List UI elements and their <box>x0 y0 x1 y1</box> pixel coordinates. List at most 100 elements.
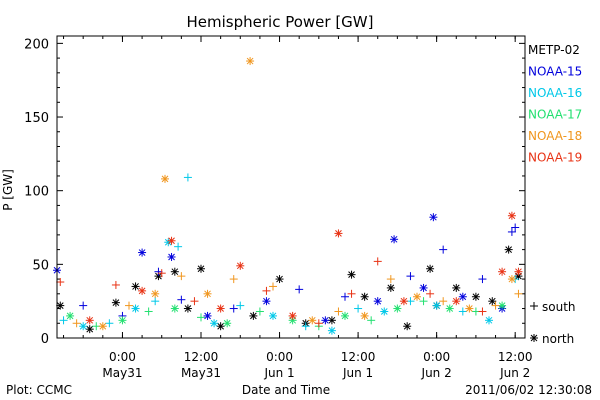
north-point <box>386 283 395 292</box>
north-point <box>452 297 461 306</box>
north-point <box>360 311 369 320</box>
south-point <box>478 307 487 316</box>
x-tick-label-date: May31 <box>102 366 142 380</box>
south-point <box>190 297 199 306</box>
south-marker-icon <box>530 302 538 310</box>
south-point <box>439 245 448 254</box>
legend: METP-02 NOAA-15 NOAA-16 NOAA-17 NOAA-18 NOAA-… <box>528 43 582 165</box>
north-point <box>79 322 88 331</box>
legend-entry: NOAA-18 <box>528 129 582 143</box>
south-point <box>229 275 238 284</box>
north-point <box>445 304 454 313</box>
south-point <box>514 289 523 298</box>
south-point <box>183 173 192 182</box>
y-tick-label: 100 <box>24 185 49 200</box>
x-tick-label-time: 0:00 <box>423 350 450 364</box>
x-tick-label-time: 12:00 <box>498 350 533 364</box>
north-point <box>66 311 75 320</box>
north-point <box>380 307 389 316</box>
north-point <box>327 326 336 335</box>
north-point <box>458 292 467 301</box>
north-point <box>118 316 127 325</box>
south-point <box>262 286 271 295</box>
south-point <box>105 319 114 328</box>
north-point <box>138 286 147 295</box>
south-point <box>406 272 415 281</box>
north-point <box>275 275 284 284</box>
north-point <box>131 282 140 291</box>
south-point <box>334 307 343 316</box>
north-point <box>167 236 176 245</box>
south-point <box>229 304 238 313</box>
south-point <box>151 297 160 306</box>
north-point <box>327 316 336 325</box>
north-point <box>471 292 480 301</box>
north-point <box>56 301 65 310</box>
y-tick-label: 0 <box>41 332 49 347</box>
north-point <box>85 316 94 325</box>
north-point <box>170 304 179 313</box>
series-metp-02 <box>56 245 523 334</box>
north-point <box>151 289 160 298</box>
series-noaa-18 <box>72 57 523 331</box>
south-point <box>157 269 166 278</box>
north-point <box>432 301 441 310</box>
north-point <box>85 325 94 334</box>
series-noaa-15 <box>53 213 520 325</box>
north-point <box>161 174 169 183</box>
south-point <box>458 307 467 316</box>
south-point <box>177 272 186 281</box>
north-point <box>321 316 330 325</box>
x-tick-label-date: Jun 2 <box>421 366 452 380</box>
south-point <box>341 292 349 301</box>
y-tick-label: 50 <box>32 258 49 273</box>
south-point <box>386 275 395 284</box>
north-point <box>262 297 271 306</box>
north-marker-icon <box>530 334 538 342</box>
south-point <box>491 301 500 310</box>
north-point <box>507 275 516 284</box>
north-point <box>183 304 192 313</box>
north-point <box>249 311 258 320</box>
north-point <box>504 245 513 254</box>
north-point <box>393 304 402 313</box>
tick-labels: 0 50 100 150 200 0:00 May31 12:00 May31 0:00 Jun 1… <box>24 37 532 380</box>
north-point <box>308 316 317 325</box>
south-point <box>511 223 520 232</box>
x-tick-label-time: 0:00 <box>266 350 293 364</box>
south-point <box>314 319 323 328</box>
north-point <box>399 297 408 306</box>
south-point <box>197 313 205 322</box>
north-point <box>246 57 255 66</box>
x-tick-label-date: Jun 1 <box>342 366 373 380</box>
south-point <box>174 242 183 251</box>
south-point <box>269 282 277 291</box>
legend-entry: NOAA-15 <box>528 65 582 79</box>
north-point <box>413 292 421 301</box>
series-noaa-19 <box>56 211 523 328</box>
chart-title: Hemispheric Power [GW] <box>187 13 374 31</box>
north-point <box>131 304 140 313</box>
south-point <box>177 295 186 304</box>
south-point <box>373 257 382 266</box>
north-point <box>341 311 349 320</box>
south-point <box>72 319 81 328</box>
x-tick-label-time: 12:00 <box>184 350 219 364</box>
north-point <box>216 322 225 331</box>
north-point <box>429 213 438 222</box>
north-point <box>465 304 474 313</box>
south-point <box>111 280 120 289</box>
north-point <box>167 252 176 261</box>
north-point <box>403 322 412 331</box>
legend-entry: NOAA-19 <box>528 151 582 165</box>
x-tick-label-time: 0:00 <box>109 350 136 364</box>
x-tick-label-date: May31 <box>181 366 221 380</box>
south-point <box>59 316 68 325</box>
marker-legend: south north <box>530 300 576 346</box>
data-points <box>53 57 523 335</box>
y-tick-label: 200 <box>24 37 49 52</box>
north-point <box>236 261 245 270</box>
south-point <box>236 301 245 310</box>
south-point <box>301 322 310 331</box>
marker-legend-label: south <box>542 300 576 314</box>
